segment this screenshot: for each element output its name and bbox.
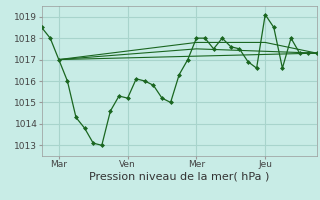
X-axis label: Pression niveau de la mer( hPa ): Pression niveau de la mer( hPa ) — [89, 172, 269, 182]
